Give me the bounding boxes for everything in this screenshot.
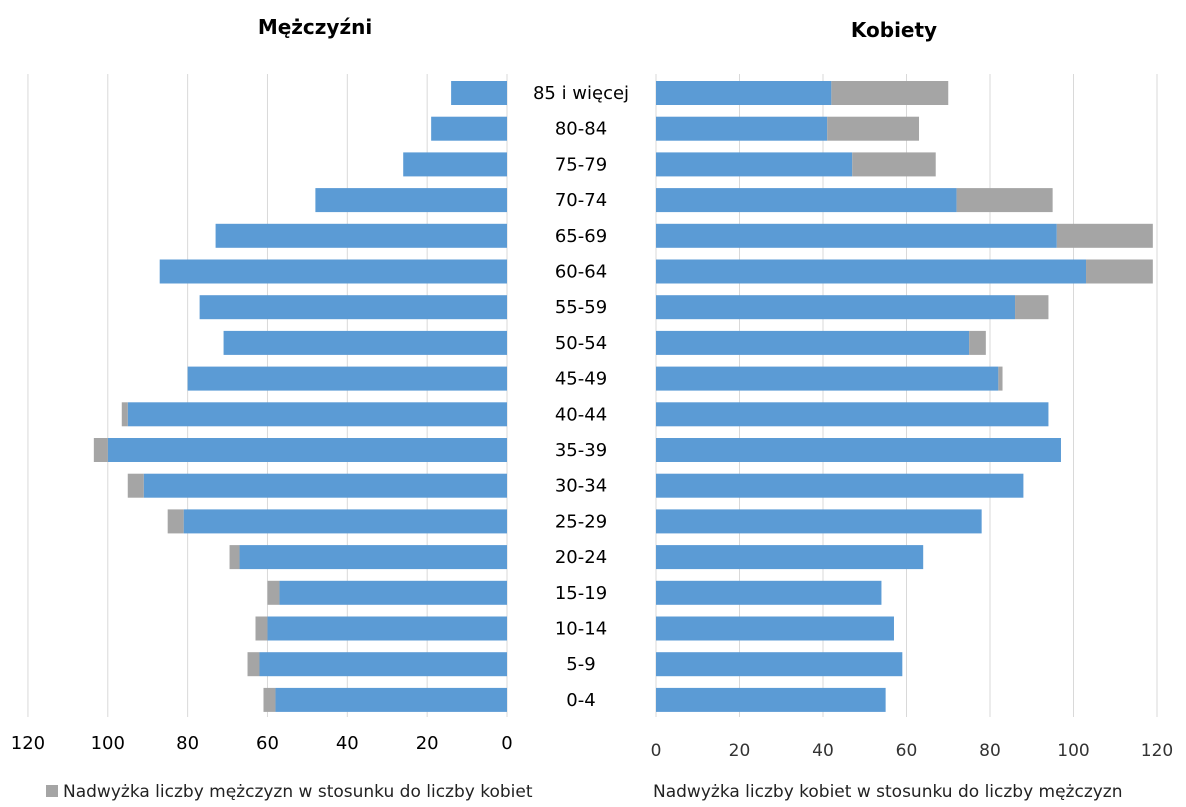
age-group-label: 25-29 (555, 511, 607, 532)
left-surplus-bar (267, 580, 280, 605)
left-tick-label: 120 (11, 733, 45, 754)
right-base-bar (656, 473, 1024, 498)
right-tick-label: 80 (979, 741, 1001, 761)
left-base-bar (199, 295, 507, 320)
age-group-label: 65-69 (555, 226, 607, 247)
left-tick-label: 60 (256, 733, 279, 754)
right-base-bar (656, 188, 957, 213)
age-group-label: 45-49 (555, 369, 607, 390)
right-base-bar (656, 330, 970, 355)
left-surplus-bar (93, 438, 108, 462)
left-tick-label: 20 (416, 733, 439, 754)
right-base-bar (656, 366, 999, 391)
left-base-bar (215, 223, 508, 248)
age-group-label: 75-79 (555, 154, 607, 175)
left-base-bar (239, 545, 507, 570)
right-surplus-bar (956, 188, 1053, 213)
left-surplus-bar (167, 509, 184, 534)
right-base-bar (656, 545, 924, 570)
right-tick-label: 60 (896, 741, 918, 761)
right-base-bar (656, 687, 886, 712)
right-tick-label: 0 (651, 741, 662, 761)
right-surplus-bar (969, 330, 986, 355)
right-tick-label: 100 (1057, 741, 1089, 761)
left-base-bar (259, 652, 507, 677)
left-base-bar (159, 259, 508, 284)
left-tick-label: 100 (91, 733, 125, 754)
left-base-bar (183, 509, 507, 534)
right-chart-title: Kobiety (851, 18, 937, 42)
right-surplus-bar (831, 81, 949, 105)
left-base-bar (143, 473, 507, 498)
left-base-bar (187, 366, 507, 391)
left-base-bar (275, 687, 507, 712)
left-base-bar (403, 152, 507, 177)
right-base-bar (656, 438, 1061, 462)
right-base-bar (656, 580, 882, 605)
left-surplus-bar (229, 545, 240, 570)
right-base-bar (656, 116, 828, 141)
right-base-bar (656, 509, 982, 534)
left-base-bar (267, 616, 507, 641)
age-group-label: 40-44 (555, 404, 607, 425)
left-surplus-bar (247, 652, 260, 677)
age-group-label: 5-9 (566, 654, 595, 675)
right-surplus-bar (852, 152, 936, 177)
age-group-label: 85 i więcej (533, 83, 629, 104)
right-base-bar (656, 652, 903, 677)
age-group-label: 50-54 (555, 333, 607, 354)
left-base-bar (107, 438, 508, 462)
right-surplus-bar (827, 116, 920, 141)
age-group-label: 80-84 (555, 119, 607, 140)
left-tick-label: 40 (336, 733, 359, 754)
right-base-bar (656, 295, 1016, 320)
left-legend-label: Nadwyżka liczby mężczyzn w stosunku do l… (63, 782, 533, 802)
age-group-label: 30-34 (555, 476, 607, 497)
age-group-label: 20-24 (555, 547, 607, 568)
age-group-label: 60-64 (555, 262, 607, 283)
right-base-bar (656, 152, 853, 177)
left-base-bar (127, 402, 507, 427)
gridlines (27, 74, 1158, 717)
right-base-bar (656, 402, 1049, 427)
left-surplus-bar (127, 473, 144, 498)
right-surplus-bar (1086, 259, 1153, 284)
left-surplus-bar (255, 616, 268, 641)
right-surplus-bar (1056, 223, 1153, 248)
left-tick-label: 0 (501, 733, 512, 754)
right-surplus-bar (998, 366, 1003, 391)
left-chart-title: Mężczyźni (258, 15, 372, 39)
bars (93, 81, 1153, 712)
left-tick-label: 80 (176, 733, 199, 754)
right-surplus-bar (1015, 295, 1049, 320)
right-base-bar (656, 223, 1057, 248)
axis-tick-labels: 120 100 80 60 40 20 0 0 20 40 60 80 100 120 (11, 733, 1173, 761)
age-group-label: 15-19 (555, 583, 607, 604)
left-legend-swatch (46, 785, 58, 797)
right-legend-label: Nadwyżka liczby kobiet w stosunku do lic… (653, 782, 1123, 802)
right-base-bar (656, 259, 1087, 284)
left-base-bar (279, 580, 507, 605)
age-group-label: 10-14 (555, 619, 607, 640)
age-group-label: 55-59 (555, 297, 607, 318)
age-group-label: 0-4 (566, 690, 595, 711)
left-base-bar (223, 330, 507, 355)
age-group-labels: 85 i więcej 80-84 75-79 70-74 65-69 60-64 55-5… (533, 83, 629, 711)
right-tick-label: 120 (1141, 741, 1173, 761)
left-surplus-bar (121, 402, 128, 427)
right-tick-label: 40 (812, 741, 834, 761)
left-surplus-bar (263, 687, 276, 712)
age-group-label: 35-39 (555, 440, 607, 461)
right-base-bar (656, 616, 894, 641)
right-tick-label: 20 (729, 741, 751, 761)
right-base-bar (656, 81, 832, 105)
left-base-bar (431, 116, 507, 141)
age-group-label: 70-74 (555, 190, 607, 211)
left-base-bar (451, 81, 507, 105)
left-base-bar (315, 188, 507, 213)
